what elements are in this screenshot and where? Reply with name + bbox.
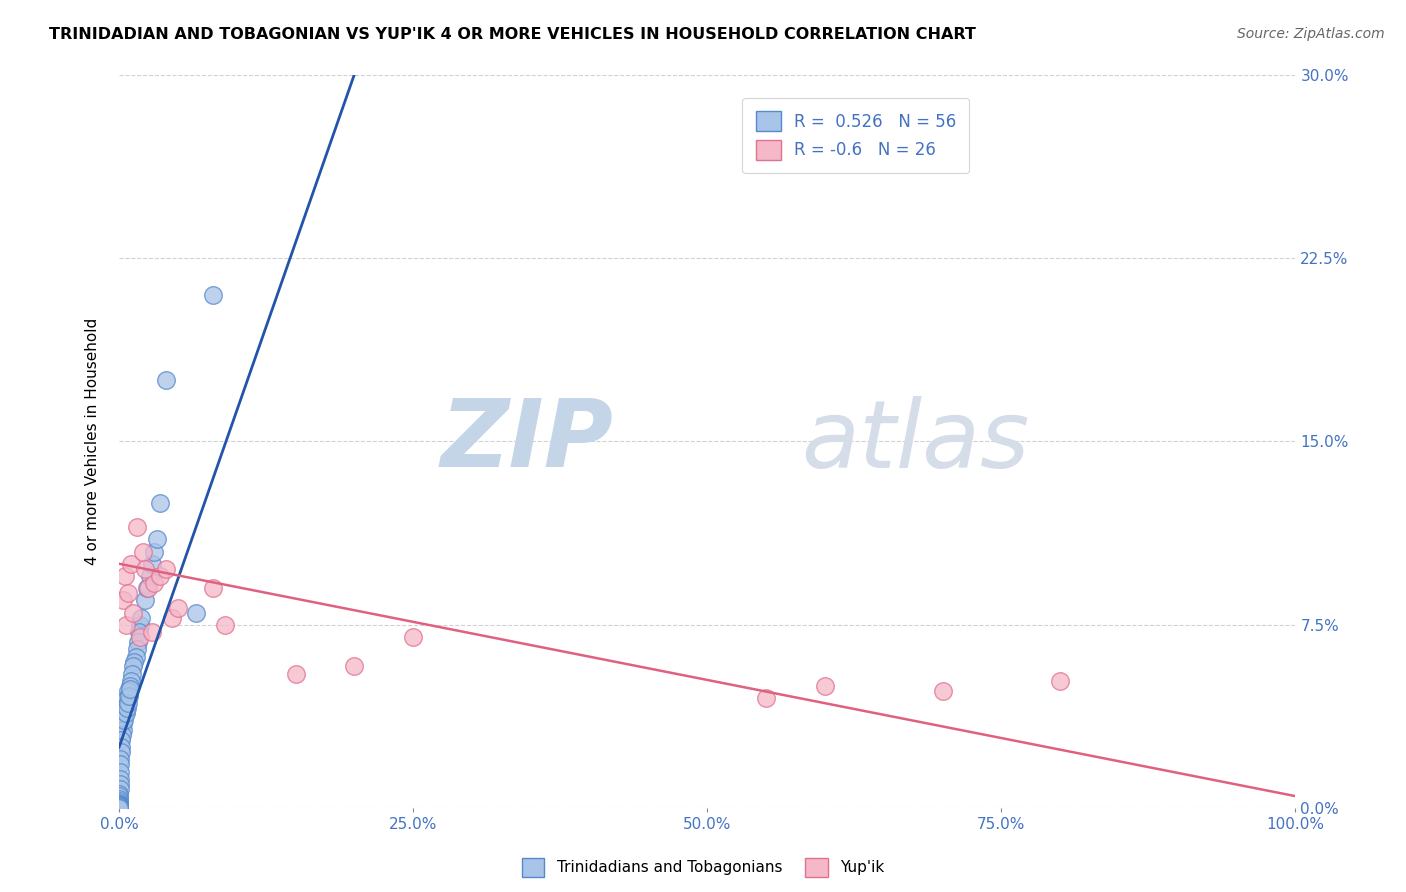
Point [115,701,138,715]
Point [284,666,307,681]
Point [120,681,142,696]
Point [117,691,139,706]
Point [120,674,142,689]
Point [122,606,145,620]
Point [202,581,225,595]
Point [108,787,131,801]
Point [108,772,131,786]
Point [184,606,207,620]
Point [160,610,183,624]
Point [108,797,131,811]
Point [108,789,131,804]
Point [149,569,172,583]
Point [131,544,153,558]
Point [167,600,190,615]
Point [111,723,134,737]
Point [124,655,146,669]
Point [114,704,136,718]
Text: ZIP: ZIP [440,395,613,487]
Y-axis label: 4 or more Vehicles in Household: 4 or more Vehicles in Household [86,318,100,565]
Point [120,557,142,571]
Point [138,569,160,583]
Legend: R =  0.526   N = 56, R = -0.6   N = 26: R = 0.526 N = 56, R = -0.6 N = 26 [742,97,970,173]
Point [155,561,177,575]
Point [124,649,146,664]
Point [814,679,837,693]
Point [111,593,134,607]
Point [127,635,149,649]
Point [110,752,132,766]
Point [108,777,131,791]
Text: Source: ZipAtlas.com: Source: ZipAtlas.com [1237,27,1385,41]
Point [141,625,163,640]
Point [117,586,139,600]
Point [755,691,778,706]
Point [214,618,236,632]
Point [134,593,156,607]
Point [134,561,156,575]
Text: TRINIDADIAN AND TOBAGONIAN VS YUP'IK 4 OR MORE VEHICLES IN HOUSEHOLD CORRELATION: TRINIDADIAN AND TOBAGONIAN VS YUP'IK 4 O… [49,27,976,42]
Point [108,797,131,812]
Point [118,689,141,703]
Point [117,696,139,710]
Point [143,576,166,591]
Point [108,797,131,811]
Point [122,659,145,673]
Point [125,520,148,534]
Point [112,715,135,730]
Point [108,764,131,779]
Point [117,684,139,698]
Point [114,706,136,720]
Point [108,798,131,813]
Point [108,791,131,805]
Point [115,698,138,713]
Point [145,533,167,547]
Point [108,781,131,796]
Point [110,757,132,772]
Point [108,799,131,814]
Point [931,684,953,698]
Point [108,799,131,814]
Point [129,618,152,632]
Point [131,610,153,624]
Point [110,745,132,759]
Point [149,495,172,509]
Point [110,740,132,755]
Point [155,373,177,387]
Point [108,794,131,808]
Point [112,708,135,723]
Point [143,544,166,558]
Point [141,557,163,571]
Point [118,679,141,693]
Point [128,625,150,640]
Point [138,581,160,595]
Point [402,630,425,644]
Point [1049,674,1071,689]
Point [129,630,152,644]
Point [108,800,131,814]
Point [125,642,148,657]
Point [121,666,143,681]
Point [114,569,136,583]
Point [108,801,131,815]
Text: atlas: atlas [801,396,1029,487]
Point [202,287,225,301]
Point [115,618,138,632]
Point [112,714,135,728]
Legend: Trinidadians and Tobagonians, Yup'ik: Trinidadians and Tobagonians, Yup'ik [513,850,893,884]
Point [343,659,366,673]
Point [110,732,132,747]
Point [136,581,159,595]
Point [111,728,134,742]
